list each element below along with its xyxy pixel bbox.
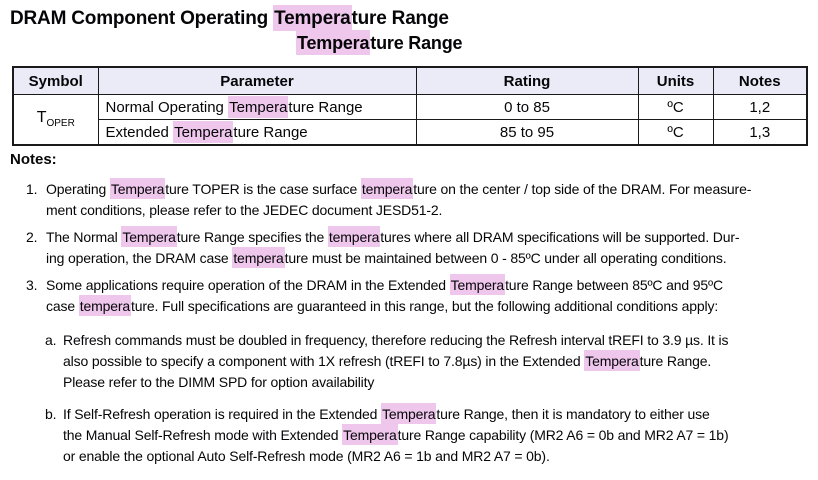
table-row: TOPER Normal Operating Temperature Range… (12, 94, 808, 146)
notes-cell: 1,2 (712, 94, 808, 120)
col-header-symbol: Symbol (12, 66, 99, 95)
note-item-2: 2. The Normal Temperature Range specifie… (26, 226, 818, 269)
note-marker: 3. (26, 277, 38, 293)
table-row: Extended Temperature Range 85 to 95 ºC 1… (13, 119, 808, 146)
table-header-row: Symbol Parameter Rating Units Notes (12, 66, 808, 95)
note-item-3: 3. Some applications require operation o… (26, 274, 818, 317)
col-header-units: Units (637, 66, 714, 95)
symbol-base: T (36, 109, 47, 127)
parameter-cell: Normal Operating Temperature Range (97, 94, 417, 120)
units-cell: ºC (637, 119, 714, 146)
note-text: If Self-Refresh operation is required in… (63, 403, 729, 467)
col-header-rating: Rating (415, 66, 639, 95)
symbol-subscript: OPER (46, 118, 75, 130)
note-subitem-a: a. Refresh commands must be doubled in f… (45, 330, 818, 393)
symbol-cell: TOPER (12, 94, 99, 146)
note-item-1: 1. Operating Temperature TOPER is the ca… (26, 178, 818, 221)
note-text: Refresh commands must be doubled in freq… (63, 332, 729, 390)
col-header-parameter: Parameter (97, 66, 417, 95)
note-marker: 2. (26, 229, 38, 245)
note-text: Some applications require operation of t… (46, 274, 723, 317)
note-subitem-b: b. If Self-Refresh operation is required… (45, 403, 818, 467)
note-marker: 1. (26, 181, 38, 197)
page-subtitle: Temperature Range (296, 30, 818, 55)
rating-cell: 0 to 85 (415, 94, 639, 120)
note-marker: b. (45, 406, 57, 422)
notes-cell: 1,3 (712, 119, 808, 146)
document-page: DRAM Component Operating Temperature Ran… (0, 5, 818, 467)
parameter-cell: Extended Temperature Range (97, 119, 417, 146)
note-marker: a. (45, 332, 57, 348)
page-title: DRAM Component Operating Temperature Ran… (10, 5, 818, 31)
notes-heading: Notes: (10, 151, 57, 168)
col-header-notes: Notes (712, 66, 808, 95)
units-cell: ºC (637, 94, 714, 120)
note-text: The Normal Temperature Range specifies t… (46, 226, 740, 269)
spec-table: Symbol Parameter Rating Units Notes TOPE… (12, 66, 808, 146)
rating-cell: 85 to 95 (415, 119, 639, 146)
note-text: Operating Temperature TOPER is the case … (46, 178, 751, 221)
